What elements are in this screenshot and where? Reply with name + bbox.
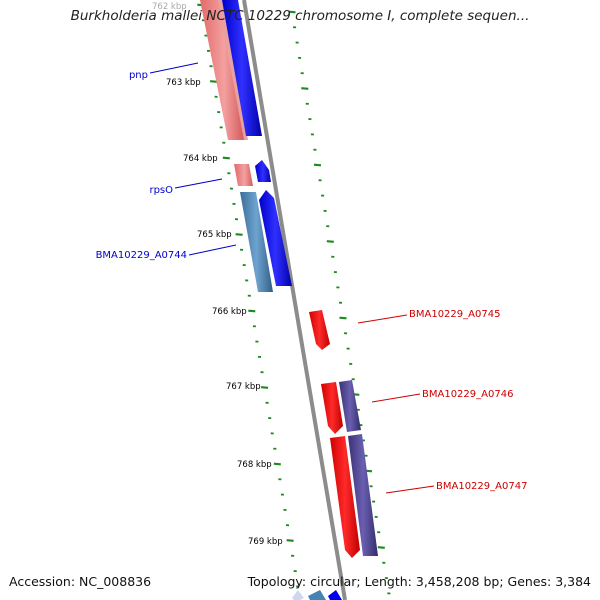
feature-purple-1: [339, 380, 361, 432]
major-tick: [273, 462, 281, 466]
major-tick: [377, 546, 385, 549]
major-tick: [326, 240, 334, 243]
gene-label-pnp[interactable]: pnp: [129, 70, 148, 81]
feature-a0744: [240, 192, 273, 292]
accession-text: Accession: NC_008836: [9, 574, 152, 589]
leader-a0745: [357, 314, 408, 324]
major-tick: [248, 309, 256, 313]
kbp-label-769: 769 kbp: [248, 537, 283, 547]
kbp-label-766: 766 kbp: [212, 307, 247, 317]
gene-label-a0745[interactable]: BMA10229_A0745: [409, 309, 500, 320]
feature-a0747: [330, 436, 360, 558]
feature-bottom-blue: [328, 590, 342, 600]
feature-blue-1: [222, 0, 262, 136]
leader-a0747: [385, 485, 435, 494]
major-tick: [313, 163, 322, 167]
leader-a0744: [188, 244, 237, 256]
major-tick: [286, 539, 294, 542]
leader-a0746: [371, 393, 421, 403]
feature-purple-2: [348, 434, 378, 556]
feature-bottom-steel: [308, 590, 326, 600]
feature-a0746: [321, 382, 343, 434]
major-tick: [261, 386, 269, 389]
major-tick: [301, 87, 309, 90]
leader-lines: [149, 62, 435, 494]
feature-blue-2: [255, 160, 271, 182]
gene-label-rpso[interactable]: rpsO: [149, 185, 173, 196]
feature-blue-3: [259, 190, 292, 286]
feature-pnp: [200, 0, 244, 140]
leader-pnp: [149, 62, 199, 74]
topology-value: Topology: circular; Length: 3,458,208 bp…: [247, 574, 591, 589]
kbp-label-762: 762 kbp: [152, 2, 187, 12]
leader-rpso: [174, 178, 223, 189]
map-title: Burkholderia mallei NCTC 10229 chromosom…: [70, 8, 530, 24]
feature-rpso: [234, 164, 253, 186]
feature-bottom-faint: [292, 590, 304, 600]
chromosome-backbone: [242, 0, 347, 600]
kbp-label-765: 765 kbp: [197, 230, 232, 240]
major-tick: [339, 316, 347, 320]
gene-label-group: pnp rpsO BMA10229_A0744 BMA10229_A0745 B…: [96, 70, 528, 492]
major-tick: [210, 80, 218, 83]
tick-ring-inner: [197, 3, 300, 588]
major-tick: [222, 156, 230, 160]
topology-text: Topology: circular; Length: 3,458,208 bp…: [248, 574, 591, 589]
feature-a0745: [309, 310, 330, 350]
major-tick: [235, 233, 243, 236]
kbp-label-768: 768 kbp: [237, 460, 272, 470]
gene-label-a0746[interactable]: BMA10229_A0746: [422, 389, 513, 400]
kbp-label-group: 762 kbp 763 kbp 764 kbp 765 kbp 766 kbp …: [152, 2, 283, 547]
gene-label-a0747[interactable]: BMA10229_A0747: [436, 481, 527, 492]
kbp-label-767: 767 kbp: [226, 382, 261, 392]
kbp-label-764: 764 kbp: [183, 154, 218, 164]
gene-label-a0744[interactable]: BMA10229_A0744: [96, 250, 187, 261]
major-tick: [288, 10, 296, 14]
kbp-label-763: 763 kbp: [166, 78, 201, 88]
